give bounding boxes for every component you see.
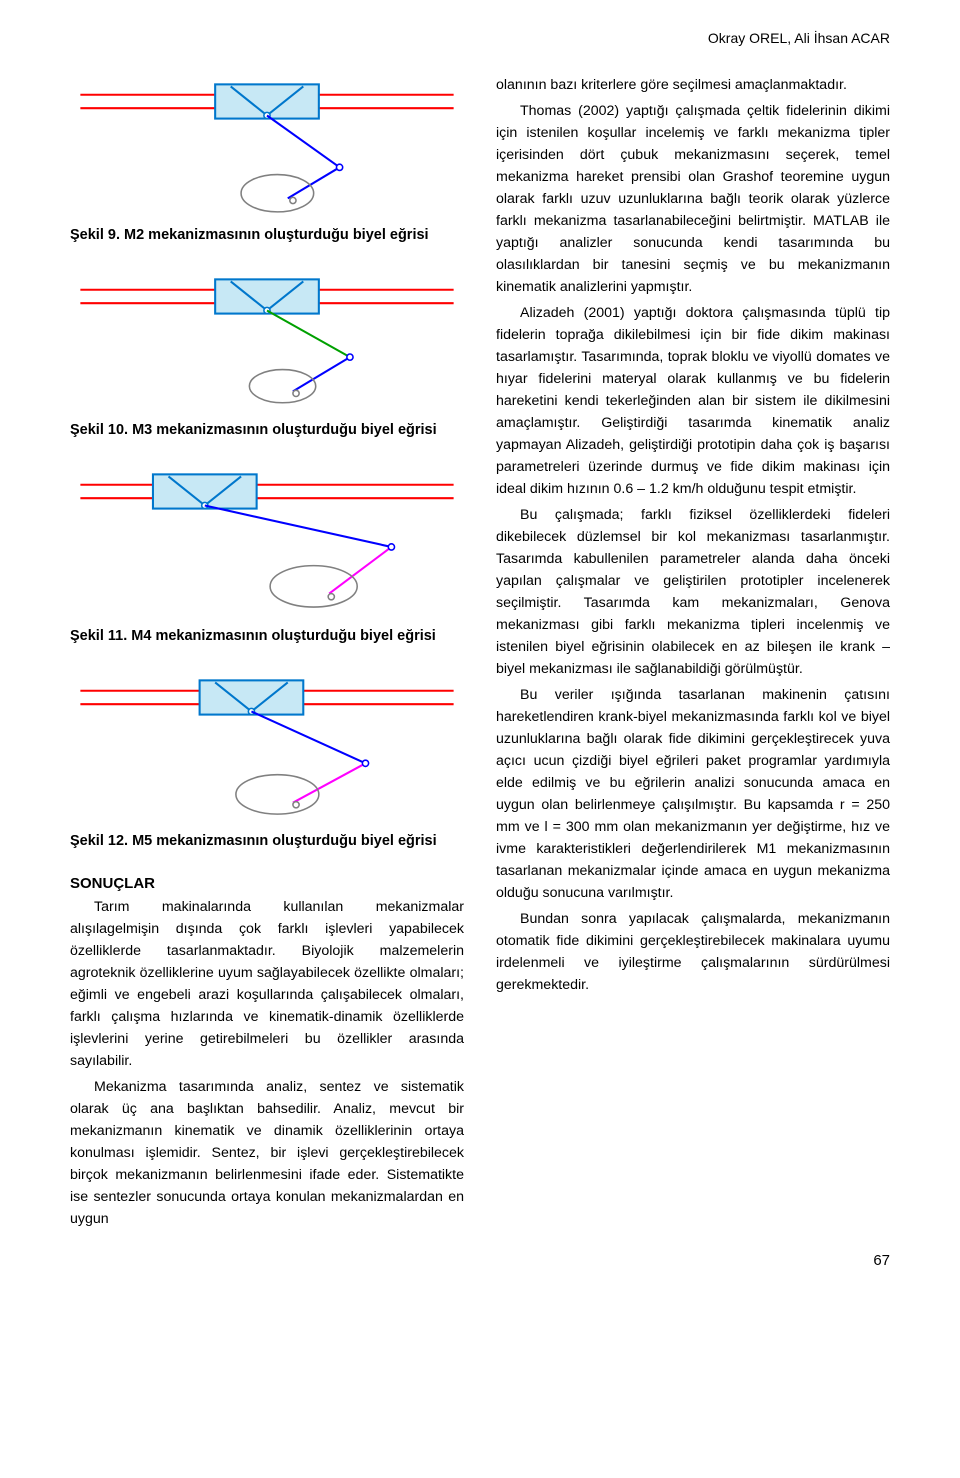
- mechanism-diagram-10: [70, 269, 464, 414]
- figure-12-caption: Şekil 12. M5 mekanizmasının oluşturduğu …: [70, 833, 464, 849]
- right-column: olanının bazı kriterlere göre seçilmesi …: [496, 74, 890, 1234]
- right-paragraph-6: Bundan sonra yapılacak çalışmalarda, mek…: [496, 908, 890, 996]
- two-column-layout: Şekil 9. M2 mekanizmasının oluşturduğu b…: [70, 74, 890, 1234]
- right-paragraph-3: Alizadeh (2001) yaptığı doktora çalışmas…: [496, 302, 890, 500]
- left-paragraph-2: Mekanizma tasarımında analiz, sentez ve …: [70, 1076, 464, 1230]
- left-column: Şekil 9. M2 mekanizmasının oluşturduğu b…: [70, 74, 464, 1234]
- figure-9: [70, 74, 464, 219]
- mechanism-diagram-11: [70, 464, 464, 620]
- mechanism-diagram-9: [70, 74, 464, 219]
- mechanism-diagram-12: [70, 670, 464, 826]
- right-paragraph-5: Bu veriler ışığında tasarlanan makinenin…: [496, 684, 890, 904]
- figure-10: [70, 269, 464, 414]
- right-paragraph-4: Bu çalışmada; farklı fiziksel özellikler…: [496, 504, 890, 680]
- figure-10-caption: Şekil 10. M3 mekanizmasının oluşturduğu …: [70, 422, 464, 438]
- figure-11-caption: Şekil 11. M4 mekanizmasının oluşturduğu …: [70, 628, 464, 644]
- figure-11: [70, 464, 464, 620]
- left-paragraph-1: Tarım makinalarında kullanılan mekanizma…: [70, 896, 464, 1072]
- right-paragraph-1: olanının bazı kriterlere göre seçilmesi …: [496, 74, 890, 96]
- section-title-sonuclar: SONUÇLAR: [70, 875, 464, 892]
- page-number: 67: [70, 1252, 890, 1269]
- figure-12: [70, 670, 464, 826]
- header-authors: Okray OREL, Ali İhsan ACAR: [70, 30, 890, 46]
- right-paragraph-2: Thomas (2002) yaptığı çalışmada çeltik f…: [496, 100, 890, 298]
- page: Okray OREL, Ali İhsan ACAR: [0, 0, 960, 1299]
- figure-9-caption: Şekil 9. M2 mekanizmasının oluşturduğu b…: [70, 227, 464, 243]
